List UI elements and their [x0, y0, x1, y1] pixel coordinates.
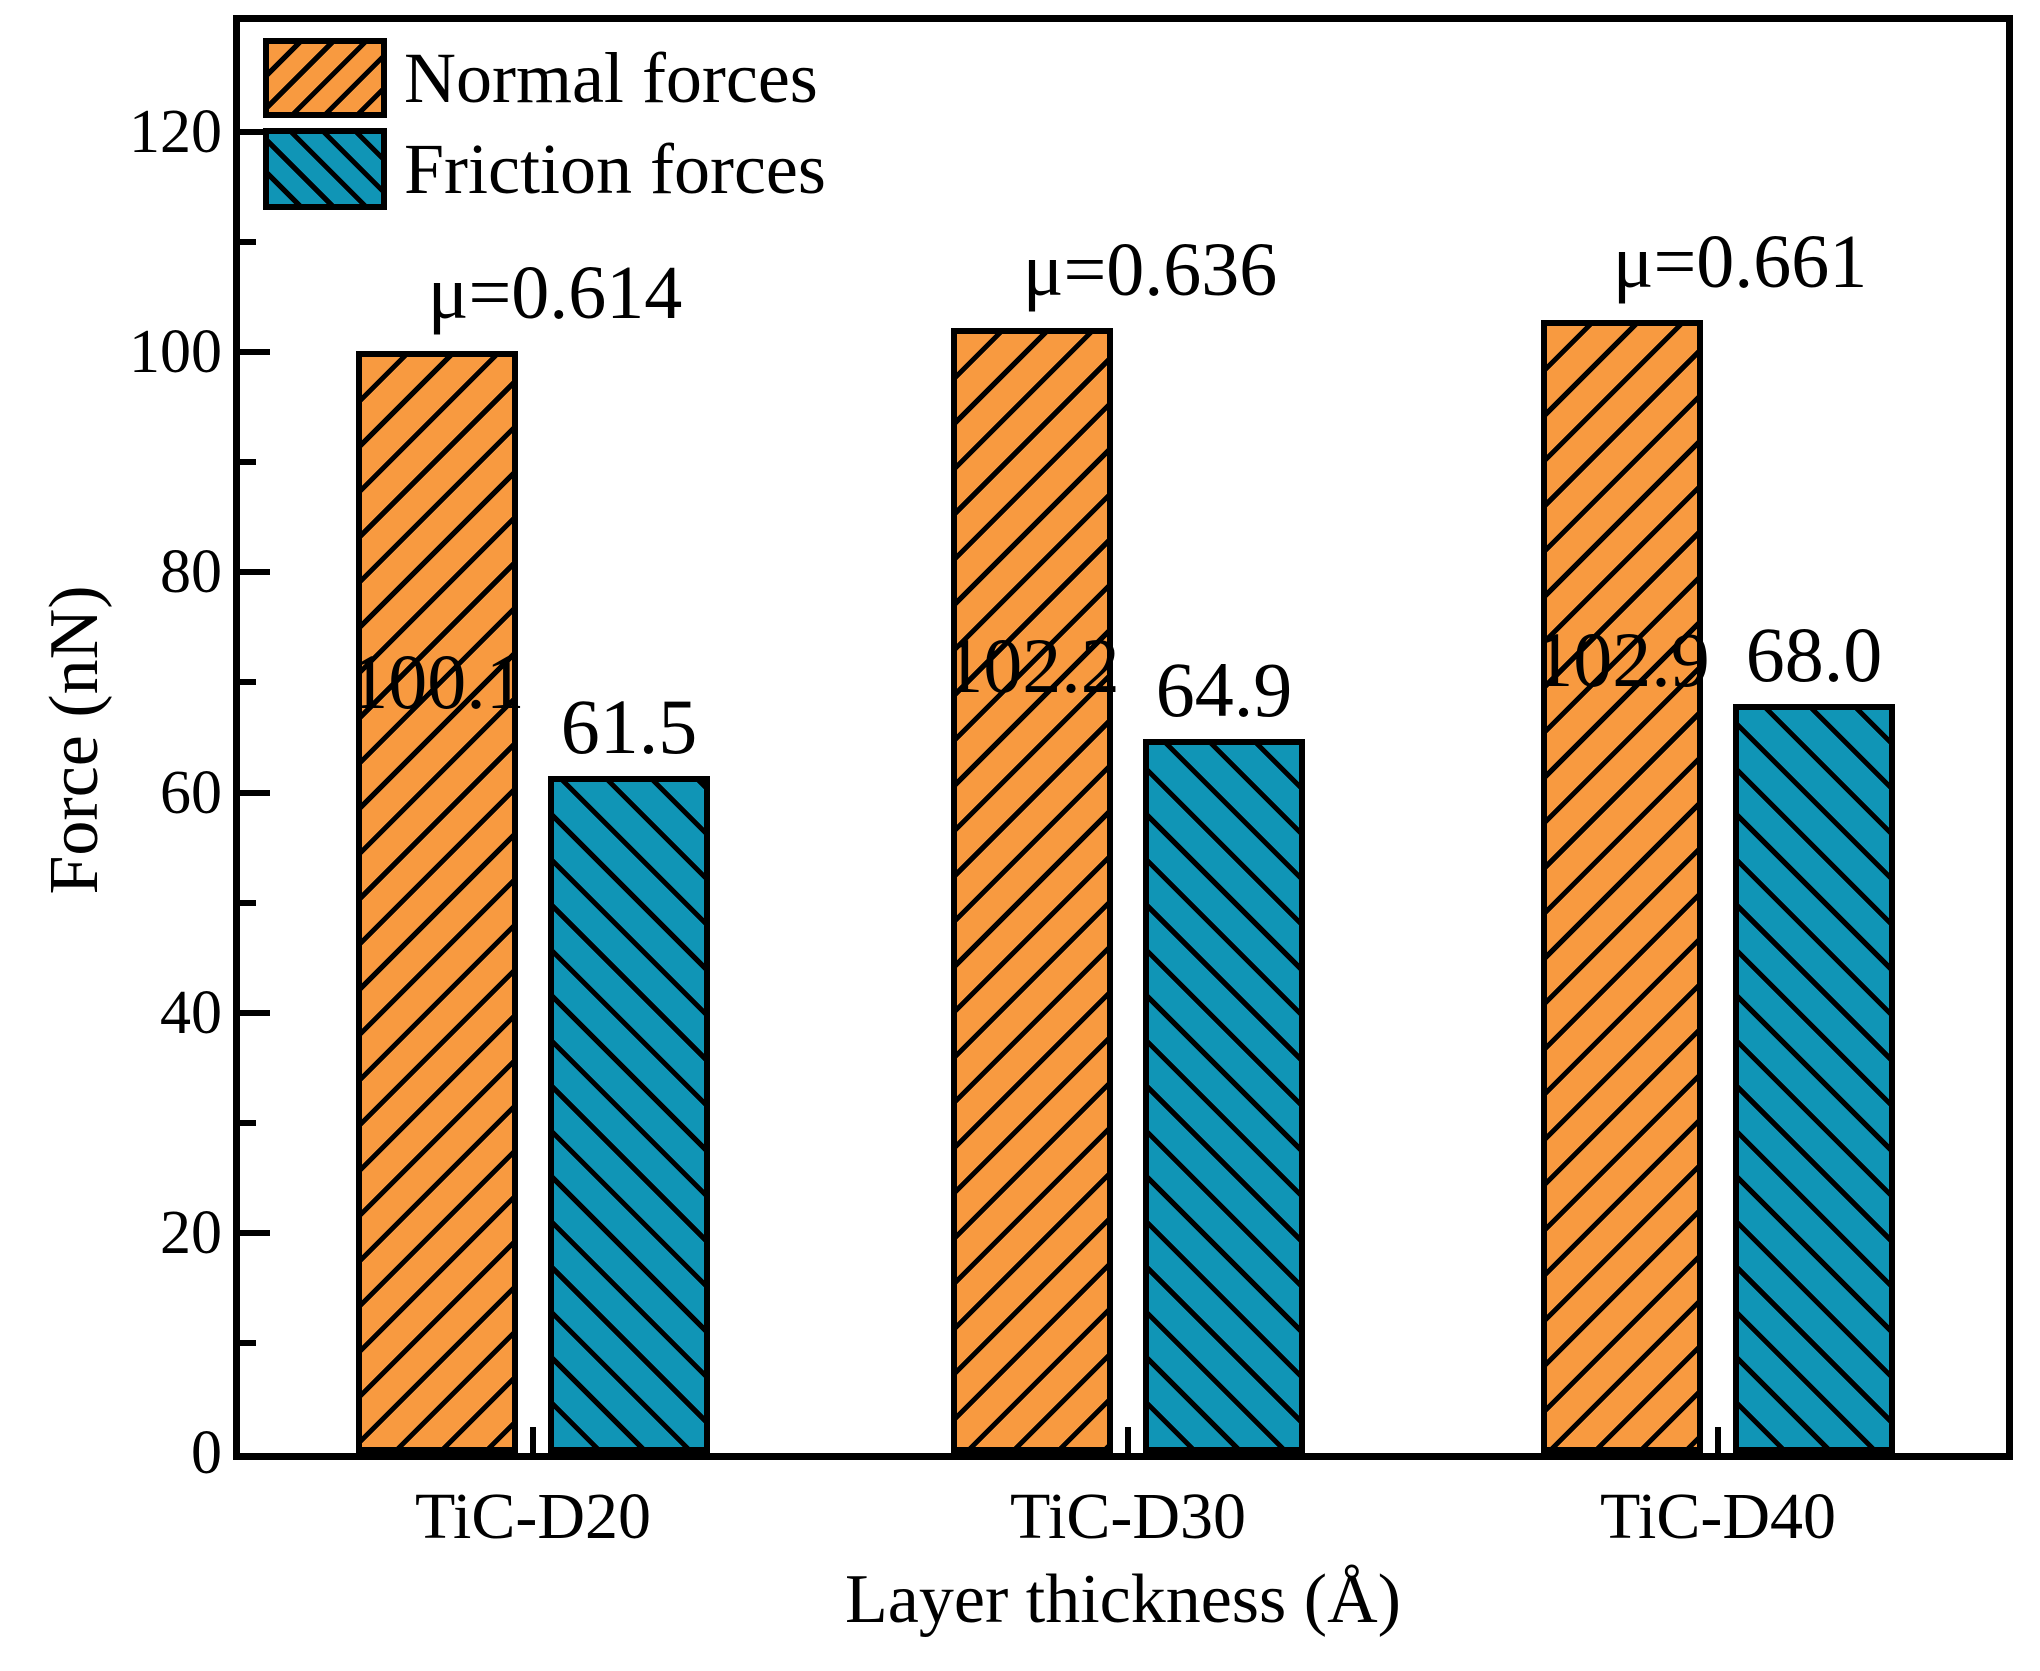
mu-annotation: μ=0.661 — [1612, 220, 1868, 305]
mu-annotation: μ=0.614 — [427, 251, 683, 336]
normal-forces-bar-tic-d40 — [1541, 320, 1703, 1453]
legend-label-friction-forces: Friction forces — [404, 129, 826, 209]
y-tick-label: 40 — [160, 978, 222, 1047]
friction-forces-value-label: 61.5 — [560, 683, 698, 771]
x-axis-title: Layer thickness (Å) — [845, 1561, 1401, 1638]
normal-forces-value-label: 100.1 — [349, 637, 525, 725]
friction-forces-bar-tic-d30 — [1143, 738, 1305, 1453]
normal-forces-value-label: 102.2 — [944, 621, 1120, 709]
normal-forces-value-label: 102.9 — [1534, 616, 1710, 704]
friction-forces-bar-tic-d20 — [548, 776, 710, 1453]
y-axis-major-tick — [240, 349, 270, 356]
normal-forces-bar-tic-d30 — [951, 328, 1113, 1453]
y-axis-minor-tick — [240, 1339, 256, 1346]
y-axis-title: Force (nN) — [36, 585, 113, 895]
y-axis-minor-tick — [240, 1119, 256, 1126]
normal-forces-bar-tic-d20 — [356, 351, 518, 1453]
y-tick-label: 60 — [160, 758, 222, 827]
y-tick-label: 100 — [129, 318, 222, 387]
y-axis-minor-tick — [240, 239, 256, 246]
x-axis-category-tick — [1715, 1427, 1721, 1453]
y-axis-minor-tick — [240, 899, 256, 906]
y-tick-label: 0 — [191, 1419, 222, 1487]
y-axis-major-tick — [240, 1229, 270, 1236]
y-tick-label: 80 — [160, 538, 222, 607]
x-axis-category-tick — [530, 1427, 536, 1453]
legend-label-normal-forces: Normal forces — [404, 38, 818, 118]
plot-border — [233, 15, 2013, 1460]
friction-forces-value-label: 64.9 — [1155, 645, 1293, 733]
y-axis-minor-tick — [240, 679, 256, 686]
y-axis-major-tick — [240, 1009, 270, 1016]
y-tick-label: 20 — [160, 1198, 222, 1267]
x-axis-category-tick — [1125, 1427, 1131, 1453]
friction-forces-bar-tic-d40 — [1733, 704, 1895, 1453]
legend-swatch-friction-forces — [263, 128, 387, 210]
mu-annotation: μ=0.636 — [1022, 228, 1278, 312]
category-label-tic-d30: TiC-D30 — [1010, 1480, 1246, 1553]
y-tick-label: 120 — [129, 98, 222, 167]
y-axis-major-tick — [240, 789, 270, 796]
y-axis-minor-tick — [240, 459, 256, 466]
category-label-tic-d20: TiC-D20 — [415, 1480, 651, 1553]
y-axis-major-tick — [240, 129, 270, 136]
category-label-tic-d40: TiC-D40 — [1600, 1480, 1836, 1553]
legend-swatch-normal-forces — [263, 38, 387, 118]
friction-forces-value-label: 68.0 — [1745, 611, 1883, 699]
y-axis-major-tick — [240, 569, 270, 576]
